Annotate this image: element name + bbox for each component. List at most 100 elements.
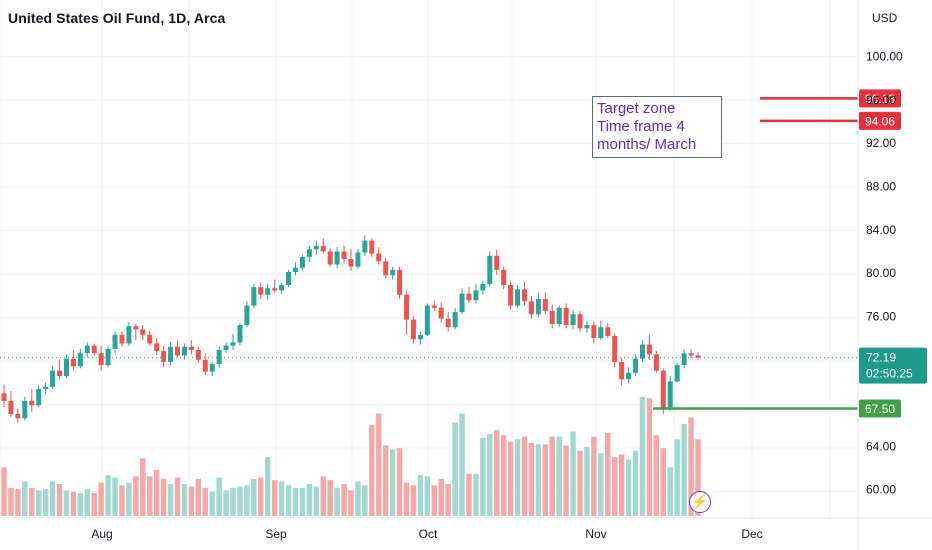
volume-bar — [584, 446, 590, 516]
volume-bar — [49, 481, 56, 516]
volume-bar — [667, 467, 673, 516]
support-label-bg — [859, 399, 901, 418]
volume-bar — [473, 473, 479, 516]
candle-body — [140, 329, 146, 335]
volume-bar — [424, 476, 431, 516]
volume-bar — [591, 436, 597, 516]
candle-body — [15, 413, 21, 419]
candle-body — [154, 343, 160, 352]
candle-body — [667, 381, 673, 410]
candle-body — [43, 386, 49, 389]
candle-body — [563, 307, 569, 326]
volume-bar — [278, 481, 285, 516]
volume-bar — [514, 439, 521, 516]
volume-bar — [271, 480, 278, 516]
candle-body — [348, 259, 354, 267]
candle-body — [515, 289, 521, 306]
candle-body — [244, 305, 250, 326]
volume-bar — [577, 450, 583, 516]
candle-body — [674, 365, 680, 382]
candle-body — [473, 290, 479, 301]
volume-bar — [403, 482, 410, 516]
volume-bar — [480, 437, 486, 516]
price-levels[interactable]: 96.13 94.06 67.50 72.19 02:50:25 — [0, 89, 927, 418]
candle-body — [577, 314, 583, 329]
volume-bar — [500, 435, 507, 516]
last-price-label-bg — [859, 347, 927, 384]
candle-body — [175, 346, 180, 356]
y-tick-label: 96.00 — [866, 93, 896, 107]
candle-body — [306, 249, 312, 257]
volume-bar — [258, 477, 264, 516]
volume-bar — [376, 413, 382, 516]
target-high-label-bg — [859, 89, 901, 108]
target-zone-note[interactable]: Target zone Time frame 4 months/ March — [592, 96, 722, 158]
candle-body — [598, 327, 604, 339]
volume-bars — [1, 396, 701, 516]
candle-body — [251, 287, 257, 306]
candle-body — [376, 253, 382, 262]
candle-body — [390, 269, 396, 276]
candle-body — [237, 325, 243, 343]
volume-bar — [653, 435, 660, 516]
candle-body — [362, 240, 368, 253]
volume-bar — [341, 484, 347, 516]
candle-body — [202, 359, 208, 372]
volume-bar — [98, 482, 104, 516]
volume-bar — [417, 475, 424, 516]
candle-body — [660, 370, 666, 410]
candle-body — [341, 251, 347, 260]
candle-body — [528, 301, 534, 315]
candle-body — [50, 370, 56, 387]
volume-bar — [230, 487, 236, 516]
volume-bar — [355, 481, 361, 516]
volume-bar — [334, 487, 340, 516]
candle-body — [272, 288, 278, 291]
candle-body — [369, 240, 375, 254]
volume-bar — [320, 476, 326, 516]
volume-bar — [646, 398, 653, 516]
volume-bar — [244, 485, 250, 516]
volume-bar — [688, 417, 694, 516]
volume-bar — [147, 476, 153, 516]
candle-body — [57, 370, 63, 376]
candle-body — [98, 353, 104, 366]
volume-bar — [327, 480, 333, 516]
candle-body — [313, 246, 319, 250]
volume-bar — [542, 444, 549, 516]
candle-body — [168, 346, 174, 362]
candle-body — [63, 358, 69, 376]
candle-body — [77, 353, 83, 367]
annotation-line-1: Target zone — [597, 100, 676, 117]
countdown-label: 02:50:25 — [866, 367, 913, 381]
volume-bar — [119, 485, 125, 516]
candle-body — [556, 307, 562, 325]
volume-bar — [639, 396, 646, 516]
y-tick-label: 76.00 — [866, 309, 896, 323]
candle-body — [417, 334, 423, 340]
volume-bar — [612, 457, 618, 516]
currency-selector[interactable]: USD — [872, 11, 898, 25]
volume-bar — [29, 487, 35, 516]
volume-bar — [660, 448, 666, 516]
candle-body — [112, 334, 118, 349]
candle-body — [591, 325, 597, 339]
lightning-icon[interactable]: ⚡ — [689, 491, 711, 513]
candle-body — [466, 293, 472, 301]
volume-bar — [216, 477, 222, 516]
target-low-label-bg — [859, 111, 901, 130]
candle-body — [265, 288, 271, 295]
candle-body — [646, 344, 652, 355]
volume-bar — [8, 487, 14, 516]
volume-bar — [153, 469, 160, 516]
volume-bar — [605, 432, 611, 516]
volume-bar — [84, 489, 90, 516]
candle-body — [70, 358, 76, 367]
candle-body — [612, 335, 618, 362]
candle-body — [327, 251, 333, 265]
candle-body — [508, 285, 514, 306]
y-tick-label: 60.00 — [866, 483, 896, 497]
x-tick-label: Nov — [585, 527, 606, 541]
